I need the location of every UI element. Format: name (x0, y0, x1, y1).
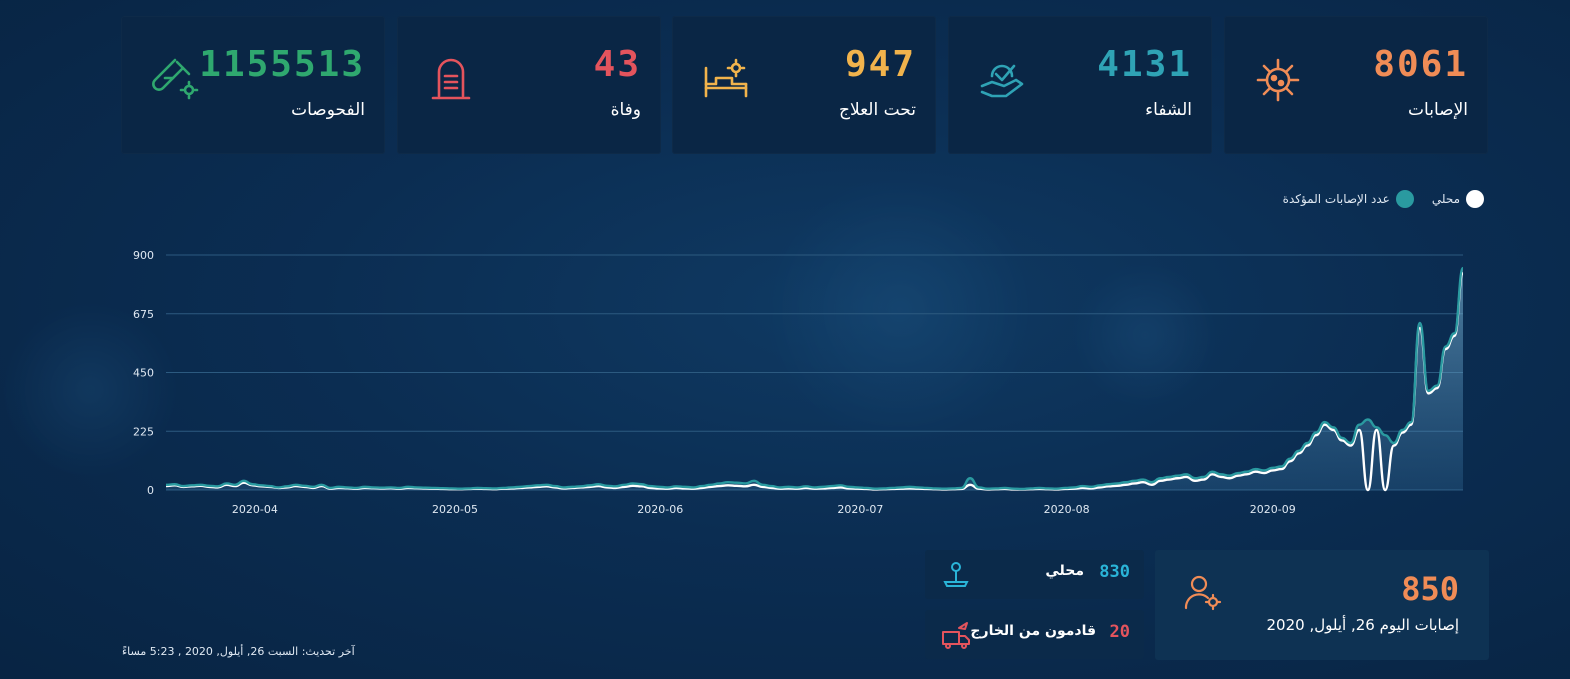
cases-value: 8061 (1373, 44, 1468, 85)
today-label: إصابات اليوم 26, أيلول, 2020 (1266, 616, 1460, 634)
map-pin-icon (943, 562, 969, 587)
background-virus-shape (1070, 260, 1220, 410)
tests-value: 1155513 (199, 44, 365, 85)
stat-card-treatment: 947 تحت العلاج (672, 16, 936, 154)
breakdown-abroad-card: 20 قادمون من الخارج (925, 610, 1144, 659)
legend-label-confirmed: عدد الإصابات المؤكدة (1282, 192, 1390, 206)
x-tick-label: 2020-08 (1044, 503, 1090, 516)
x-tick-label: 2020-07 (837, 503, 883, 516)
local-count: 830 (1099, 562, 1130, 582)
x-tick-label: 2020-09 (1250, 503, 1296, 516)
last-updated: آخر تحديث: السبت 26, أيلول, 2020 , 5:23 … (122, 645, 355, 658)
cases-chart: 900 675 450 225 0 2020-04 2020-05 2020-06 2020-0… (133, 249, 1465, 516)
stat-card-tests: 1155513 الفحوصات (121, 16, 385, 154)
hospital-bed-icon (704, 58, 748, 98)
chart-legend: محلي عدد الإصابات المؤكدة (1283, 190, 1484, 208)
legend-item-confirmed[interactable]: عدد الإصابات المؤكدة (1283, 190, 1414, 208)
legend-item-local[interactable]: محلي (1432, 190, 1484, 208)
tests-label: الفحوصات (291, 100, 365, 120)
stat-card-deaths: 43 وفاة (397, 16, 661, 154)
y-tick-label: 450 (133, 367, 154, 380)
y-tick-label: 675 (133, 308, 154, 321)
legend-dot-local (1466, 190, 1484, 208)
stat-card-recovered: 4131 الشفاء (948, 16, 1212, 154)
local-label: محلي (1045, 563, 1084, 579)
confirmed-area (166, 268, 1463, 490)
airplane-truck-icon (942, 622, 970, 649)
treatment-label: تحت العلاج (838, 100, 916, 120)
x-tick-label: 2020-04 (232, 503, 278, 516)
series-line-confirmed (165, 266, 1465, 491)
y-tick-label: 225 (133, 425, 154, 438)
recovered-value: 4131 (1097, 44, 1192, 85)
legend-label-local: محلي (1431, 192, 1460, 206)
treatment-value: 947 (844, 44, 916, 85)
virus-icon (1256, 58, 1300, 102)
legend-dot-confirmed (1395, 190, 1414, 208)
x-tick-label: 2020-05 (432, 503, 478, 516)
test-tube-icon (152, 58, 199, 100)
cases-label: الإصابات (1408, 100, 1468, 120)
tombstone-icon (431, 58, 471, 100)
stat-card-cases: 8061 الإصابات (1224, 16, 1488, 154)
abroad-label: قادمون من الخارج (970, 623, 1096, 639)
today-cases-card: 850 إصابات اليوم 26, أيلول, 2020 (1155, 550, 1489, 660)
background-virus-shape (0, 300, 180, 480)
deaths-value: 43 (593, 44, 641, 85)
hand-heart-icon (980, 64, 1024, 98)
today-value: 850 (1401, 570, 1459, 608)
deaths-label: وفاة (610, 100, 641, 120)
breakdown-local-card: 830 محلي (925, 550, 1144, 599)
recovered-label: الشفاء (1145, 100, 1192, 120)
y-tick-label: 900 (133, 249, 154, 262)
series-line-local (165, 272, 1465, 492)
y-tick-label: 0 (147, 484, 154, 497)
background-virus-shape (760, 170, 1040, 450)
x-tick-label: 2020-06 (637, 503, 683, 516)
abroad-count: 20 (1109, 622, 1130, 642)
user-gear-icon (1184, 575, 1222, 611)
